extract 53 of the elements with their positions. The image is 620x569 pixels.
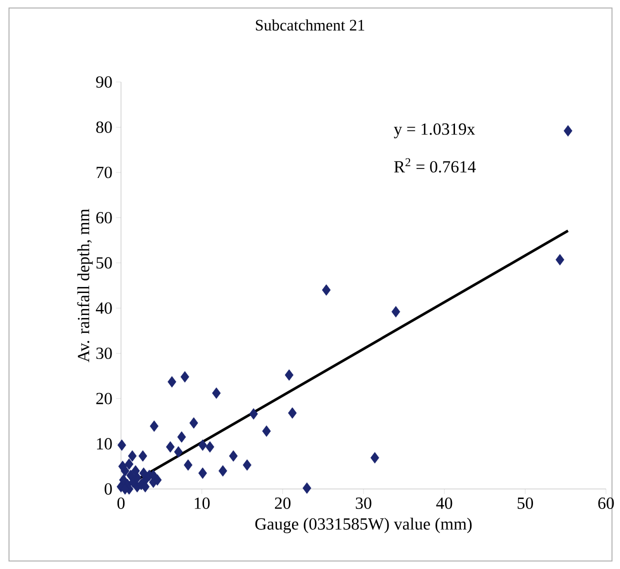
point <box>322 284 331 296</box>
point <box>189 417 198 429</box>
point <box>242 459 252 471</box>
y-tick-label: 40 <box>96 302 112 314</box>
y-tick-label: 50 <box>96 257 112 269</box>
point <box>180 371 190 383</box>
y-tick-label: 30 <box>96 348 112 360</box>
x-tick-label: 50 <box>518 498 533 509</box>
point <box>229 450 238 462</box>
point <box>392 306 400 318</box>
y-axis-title: Av. rainfall depth, mm <box>77 208 93 362</box>
point <box>177 431 186 443</box>
annotation: R$^{2}$ = 0.7614 <box>394 158 476 173</box>
point <box>212 387 221 399</box>
point <box>556 254 564 266</box>
x-tick-label: 0 <box>117 498 125 509</box>
y-tick-label: 70 <box>96 166 112 178</box>
point <box>284 369 294 381</box>
x-axis-title: Gauge (0331585W) value (mm) <box>255 518 472 534</box>
y-tick-label: 0 <box>104 483 112 495</box>
point <box>131 465 140 477</box>
point <box>150 420 158 432</box>
point <box>370 452 380 464</box>
x-tick-label: 10 <box>194 498 210 509</box>
annotation: y = 1.0319x <box>394 123 476 138</box>
point <box>166 441 175 453</box>
y-tick-label: 60 <box>96 212 112 224</box>
point <box>184 459 192 471</box>
point <box>564 125 572 137</box>
point <box>288 407 297 419</box>
point <box>124 458 134 470</box>
point <box>174 446 183 458</box>
point <box>139 467 148 479</box>
point <box>117 439 126 451</box>
point <box>198 439 207 451</box>
point <box>198 467 207 479</box>
point <box>128 450 137 462</box>
point <box>206 441 214 453</box>
y-tick-label: 90 <box>96 76 112 88</box>
chart-title: Subcatchment 21 <box>256 19 364 31</box>
x-tick-label: 40 <box>436 498 452 509</box>
x-tick-label: 30 <box>356 498 372 509</box>
point <box>138 450 148 462</box>
x-tick-label: 20 <box>274 498 290 509</box>
point <box>262 425 271 437</box>
point <box>302 482 312 494</box>
point <box>249 408 258 420</box>
y-tick-label: 80 <box>96 122 112 133</box>
y-tick-label: 20 <box>96 392 112 404</box>
point <box>218 465 228 477</box>
x-tick-label: 60 <box>598 498 614 509</box>
point <box>168 376 176 388</box>
y-tick-label: 10 <box>97 438 112 450</box>
